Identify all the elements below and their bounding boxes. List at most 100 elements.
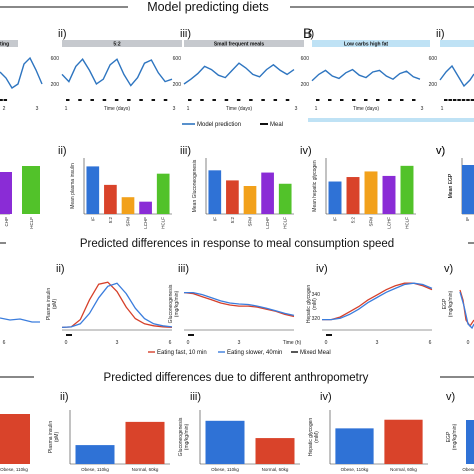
roman-row2-3: iv) bbox=[300, 145, 312, 157]
bar-row2-ii-if bbox=[86, 166, 100, 214]
bar-row4-iii-normal bbox=[255, 438, 295, 464]
ytick-row1-3-0: 600 bbox=[301, 56, 310, 62]
cat-row4-ii-0: Obese, 110kg bbox=[81, 467, 109, 472]
xtick-row3-2-1: 3 bbox=[238, 340, 241, 346]
xtick-row3-1-0: 0 bbox=[65, 340, 68, 346]
xtick-row1-1-1: Time (days) bbox=[104, 106, 131, 112]
ylabel-row4-3: Hepatic glycogen bbox=[308, 418, 314, 457]
bar-row4-iii-obese bbox=[205, 420, 245, 464]
roman-row1-4: ii) bbox=[436, 28, 445, 40]
xtick-row1-1-0: 1 bbox=[65, 106, 68, 112]
bar-row2-iii-hclf bbox=[278, 183, 292, 214]
roman-row3-3: iv) bbox=[316, 263, 328, 275]
ytick-row3-3-1: 320 bbox=[312, 316, 321, 322]
unit-row3-4: (mg/kg/min) bbox=[448, 290, 454, 317]
cat-row2-ii-4: HCLF bbox=[161, 217, 166, 229]
xtick-row3-1-1: 3 bbox=[116, 340, 119, 346]
xtick-row3-2-0: 0 bbox=[187, 340, 190, 346]
bar-row2-iv-lchf bbox=[382, 175, 396, 214]
unit-row3-1: (pM) bbox=[52, 299, 58, 310]
roman-row1-3: i) bbox=[308, 28, 314, 40]
header-model-predicting-diets: Model predicting diets bbox=[147, 0, 269, 14]
xtick-row3-2-2: Time (h) bbox=[283, 340, 302, 346]
roman-row2-4: v) bbox=[436, 145, 445, 157]
series-line-row3-iv-slow bbox=[322, 282, 433, 321]
series-line-row3-i-partial bbox=[0, 317, 40, 323]
roman-row3-1: ii) bbox=[56, 263, 65, 275]
legend-meal-label: Meal bbox=[270, 122, 283, 128]
xtick-row3-4-0: 0 bbox=[467, 340, 470, 346]
roman-row1-2: iii) bbox=[180, 28, 191, 40]
ylabel-row2-1: Mean plasma insulin bbox=[70, 163, 76, 209]
cat-row2-iii-4: HCLF bbox=[283, 217, 288, 229]
cat-row2-ii-3: LCHF bbox=[143, 217, 148, 229]
roman-row2-2: iii) bbox=[180, 145, 191, 157]
bar-row2-ii-sfm bbox=[121, 197, 135, 214]
cat-row4-i-0: Obese, 110kg bbox=[0, 467, 28, 472]
series-line-row3-ii-slow bbox=[61, 282, 173, 329]
xtick-row1-3-1: Time (days) bbox=[353, 106, 380, 112]
title-band-row1-1 bbox=[62, 40, 182, 47]
roman-row3-2: iii) bbox=[178, 263, 189, 275]
cat-row2-iv-2: SFM bbox=[369, 217, 374, 227]
cat-row2-iv-3: LCHF bbox=[387, 217, 392, 229]
roman-row4-4: v) bbox=[446, 391, 455, 403]
bar-row2-iv-if bbox=[328, 181, 342, 214]
ytick-row1-1-0: 600 bbox=[51, 56, 60, 62]
cat-row2-v-0: IF bbox=[465, 217, 470, 221]
unit-row4-4: (mg/kg/min) bbox=[452, 423, 458, 450]
xtick-row1-0-1: 3 bbox=[36, 106, 39, 112]
roman-row3-4: v) bbox=[444, 263, 453, 275]
xtick-row3-1-2: 6 bbox=[169, 340, 172, 346]
legend-mixed-label: Mixed Meal bbox=[300, 350, 331, 356]
ylabel-row3-3: Hepatic glycogen bbox=[306, 285, 312, 324]
series-line-row1-v-partial bbox=[439, 64, 474, 88]
bar-row4-i-partial bbox=[0, 414, 30, 464]
unit-row3-2: (mg/kg/min) bbox=[174, 290, 180, 317]
header-anthropometry: Predicted differences due to different a… bbox=[104, 372, 369, 384]
ytick-row1-1-1: 200 bbox=[51, 82, 60, 88]
xtick-row1-3-0: 1 bbox=[315, 106, 318, 112]
ylabel-row4-1: Plasma insulin bbox=[48, 421, 54, 453]
bar-row4-ii-normal bbox=[125, 421, 165, 464]
panel-title-row1-1: 5:2 bbox=[113, 42, 120, 48]
ytick-row1-3-1: 200 bbox=[301, 82, 310, 88]
xtick-row1-2-0: 1 bbox=[187, 106, 190, 112]
ytick-row1-2-0: 600 bbox=[173, 56, 182, 62]
roman-row2-1: ii) bbox=[58, 145, 67, 157]
title-band-row1-0 bbox=[0, 40, 18, 47]
panel-title-row1-3: Low carbs high fat bbox=[344, 42, 389, 48]
cat-row2-ii-1: 5:2 bbox=[108, 217, 113, 224]
title-band-row1-2 bbox=[184, 40, 304, 47]
bar-row2-iv-sfm bbox=[364, 171, 378, 214]
xtick-row1-3-2: 3 bbox=[421, 106, 424, 112]
unit-row3-3: (mM) bbox=[312, 298, 318, 310]
unit-row4-2: (mg/kg/min) bbox=[184, 423, 190, 450]
series-line-row3-iv-fast bbox=[322, 282, 433, 321]
bar-row2-iii-52 bbox=[226, 180, 239, 214]
cat-row2-iv-0: IF bbox=[333, 217, 338, 221]
title-band-row1-4 bbox=[440, 40, 474, 47]
bar-row2-ii-hclf bbox=[156, 173, 170, 214]
bar-row2-iii-sfm bbox=[243, 186, 257, 214]
unit-row4-1: (pM) bbox=[54, 432, 60, 443]
xtick-row1-2-2: 3 bbox=[295, 106, 298, 112]
xtick-row1-4-0: 1 bbox=[441, 106, 444, 112]
cat-row2-iii-3: LCHF bbox=[265, 217, 270, 229]
roman-row4-3: iv) bbox=[320, 391, 332, 403]
cat-row4-v-0: Obese bbox=[462, 467, 474, 472]
roman-row1-1: ii) bbox=[58, 28, 67, 40]
ylabel-row2-4: Mean EGP bbox=[448, 173, 454, 198]
xtick-row1-2-1: Time (days) bbox=[226, 106, 253, 112]
xtick-row1-1-2: 3 bbox=[173, 106, 176, 112]
ytick-row1-2-1: 200 bbox=[173, 82, 182, 88]
legend-model-label: Model prediction bbox=[197, 122, 241, 128]
series-line-row1-iii bbox=[183, 62, 295, 85]
cat-row4-iii-0: Obese, 110kg bbox=[211, 467, 239, 472]
bar-row2-i-hclf-partial bbox=[22, 166, 40, 214]
legend-slow-label: Eating slower, 40min bbox=[227, 350, 282, 356]
row3-speed-timecourses: 6 ii) Plasma insulin (pM) 0 3 6 iii) Gluconeogen… bbox=[0, 263, 474, 346]
panel-title-row1-0: ting bbox=[0, 42, 9, 48]
ylabel-row3-2: Gluconeogenesis bbox=[168, 284, 174, 323]
